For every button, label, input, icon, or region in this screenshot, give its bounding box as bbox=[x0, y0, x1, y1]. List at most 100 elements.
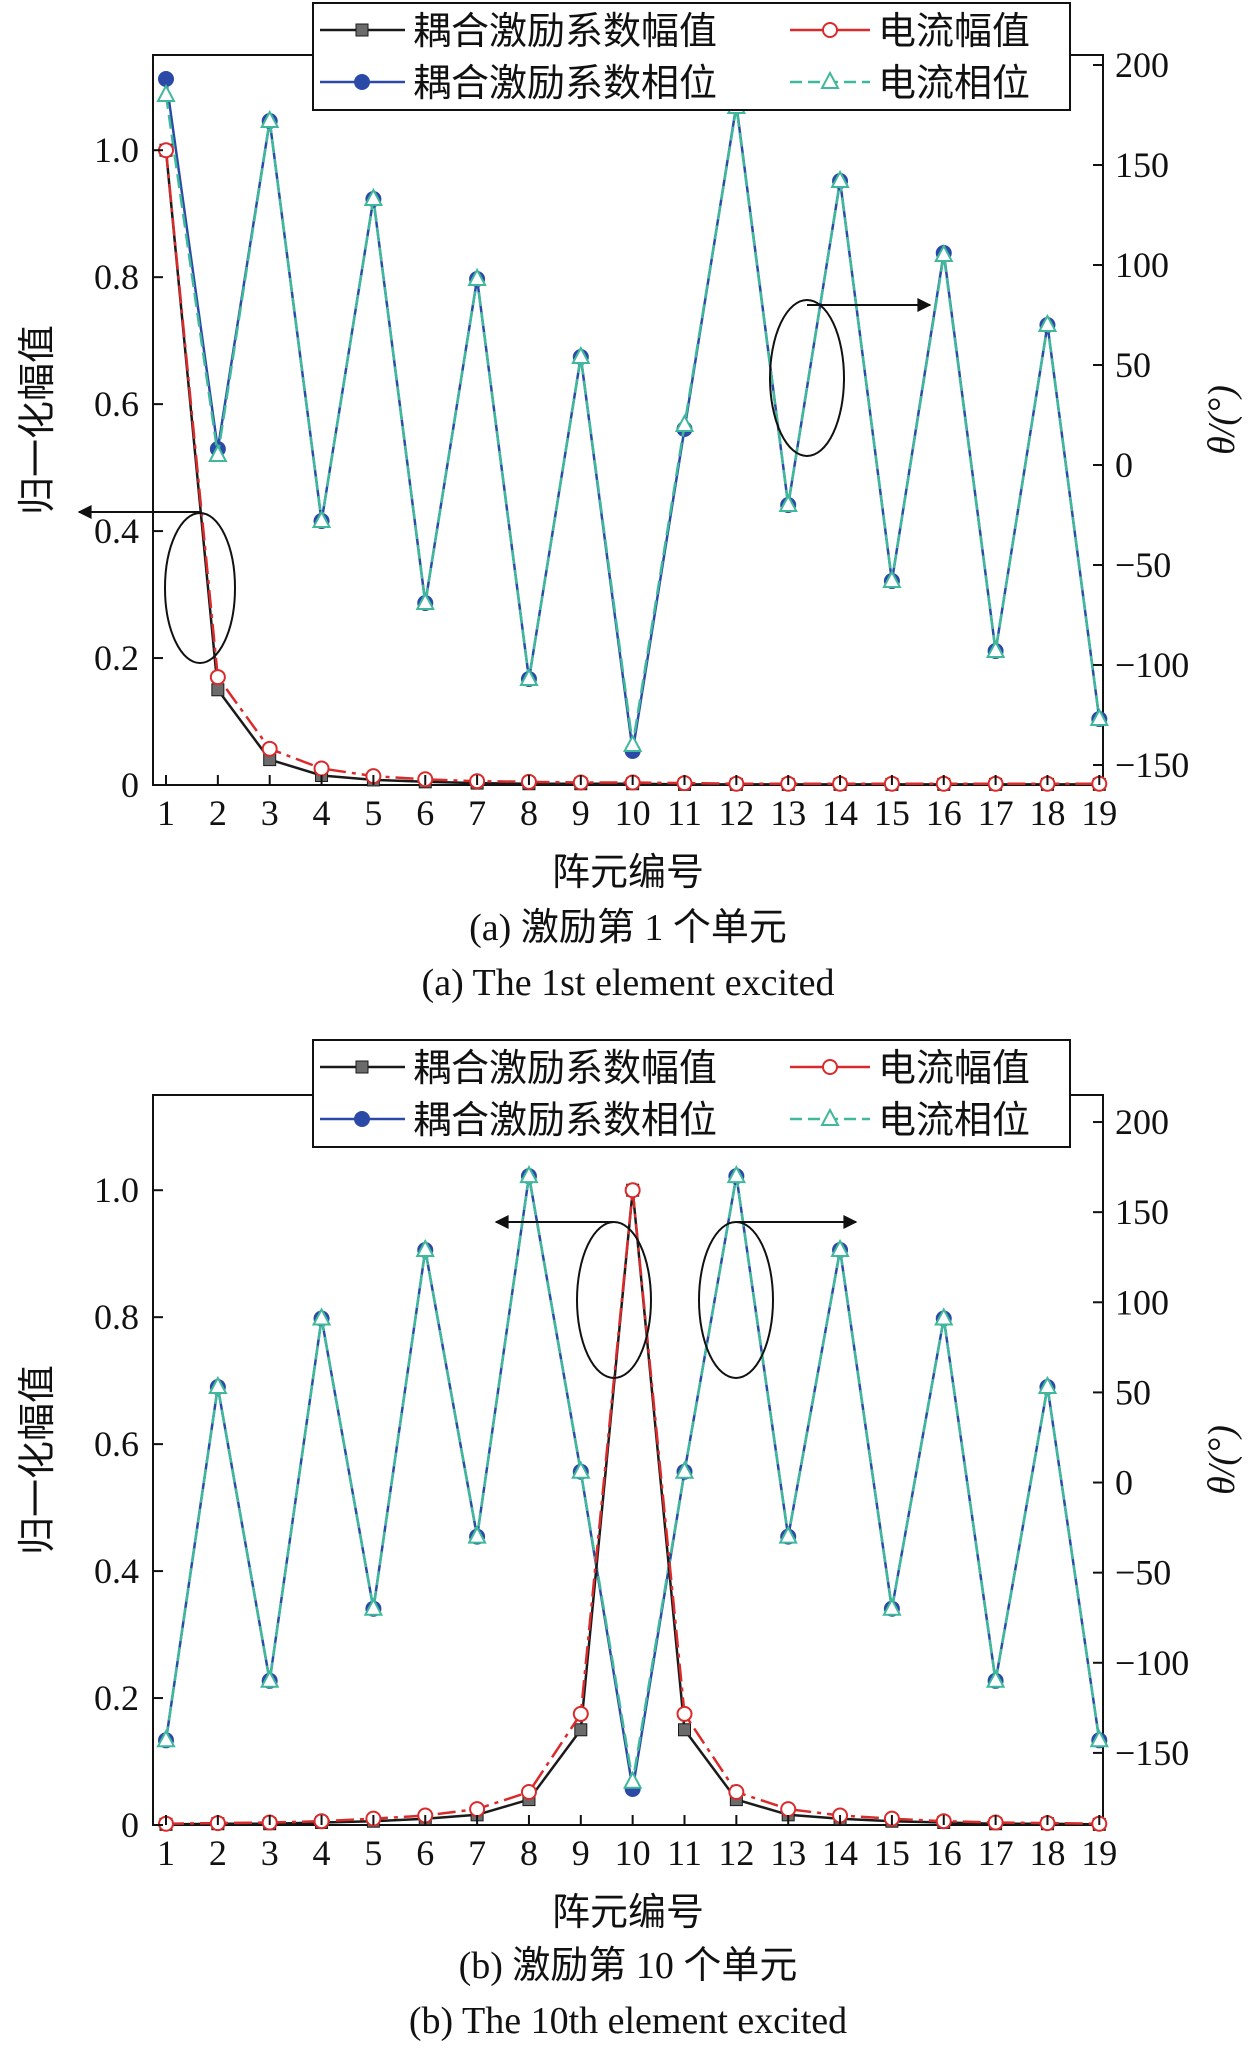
data-point bbox=[363, 187, 384, 206]
plot-frame bbox=[152, 1094, 1104, 1826]
legend-label-current-phase: 电流相位 bbox=[878, 1100, 1030, 1142]
data-point bbox=[934, 243, 954, 262]
left-axis-annotation-ellipse bbox=[164, 512, 236, 664]
x-tick-label: 9 bbox=[572, 1833, 590, 1873]
data-point bbox=[676, 1705, 693, 1722]
y-right-tick-label: 200 bbox=[1115, 45, 1169, 85]
legend-label-current-amplitude: 电流幅值 bbox=[878, 1048, 1030, 1090]
data-point bbox=[363, 1597, 384, 1616]
x-tick-label: 13 bbox=[770, 1833, 806, 1873]
data-point bbox=[622, 733, 643, 752]
x-tick-label: 16 bbox=[926, 793, 962, 833]
series-line bbox=[165, 1190, 1100, 1825]
data-point bbox=[674, 1460, 695, 1479]
data-point bbox=[780, 1801, 797, 1818]
data-point bbox=[208, 443, 228, 462]
y-right-tick-label: 0 bbox=[1115, 1463, 1133, 1503]
caption-en: (b) The 10th element excited bbox=[409, 2000, 847, 2042]
data-point bbox=[469, 1801, 486, 1818]
x-tick-label: 14 bbox=[822, 793, 858, 833]
x-tick-label: 11 bbox=[667, 793, 702, 833]
x-tick-label: 6 bbox=[416, 1833, 434, 1873]
data-point bbox=[519, 1164, 539, 1184]
x-tick-label: 12 bbox=[718, 793, 754, 833]
x-tick-label: 13 bbox=[770, 793, 806, 833]
data-point bbox=[311, 509, 332, 528]
series-layer bbox=[156, 1164, 1109, 1832]
y-right-tick-label: −50 bbox=[1115, 1553, 1171, 1593]
right-axis-annotation-ellipse bbox=[698, 1221, 774, 1379]
panel-b: 1 2 3 4 5 6 7 8 9 10 11 12 13 14 15 16 17 18 1900.20.40.60… bbox=[17, 1039, 1243, 2042]
data-point bbox=[830, 1238, 850, 1258]
y-tick-label: 0 bbox=[121, 1805, 139, 1845]
data-point bbox=[260, 1669, 280, 1688]
data-point bbox=[985, 1669, 1006, 1688]
data-point bbox=[211, 683, 225, 697]
data-point bbox=[934, 1307, 954, 1326]
x-tick-label: 3 bbox=[261, 1833, 279, 1873]
y-tick-label: 0.4 bbox=[94, 1551, 139, 1591]
x-tick-label: 7 bbox=[468, 1833, 486, 1873]
data-point bbox=[882, 569, 902, 588]
y-right-axis-title: θ/(°) bbox=[1201, 1425, 1243, 1495]
y-tick-label: 0.8 bbox=[94, 1297, 139, 1337]
x-tick-label: 10 bbox=[615, 793, 651, 833]
data-point bbox=[519, 667, 539, 686]
series-line bbox=[164, 150, 1100, 785]
data-point bbox=[985, 639, 1006, 658]
y-right-tick-label: −150 bbox=[1115, 745, 1189, 785]
series-line bbox=[164, 1175, 1101, 1790]
x-tick-label: 19 bbox=[1081, 793, 1117, 833]
y-right-tick-label: 50 bbox=[1115, 345, 1151, 385]
data-point bbox=[209, 669, 226, 686]
x-tick-label: 18 bbox=[1029, 1833, 1065, 1873]
x-tick-label: 17 bbox=[978, 1833, 1014, 1873]
legend-item-current-amplitude: 电流幅值 bbox=[790, 11, 1030, 53]
x-tick-label: 5 bbox=[364, 1833, 382, 1873]
data-point bbox=[260, 109, 280, 128]
data-point bbox=[520, 1783, 537, 1800]
legend-item-coupling-amplitude: 耦合激励系数幅值 bbox=[320, 1048, 717, 1090]
data-point bbox=[726, 1164, 747, 1184]
y-tick-label: 0.2 bbox=[94, 1678, 139, 1718]
data-point bbox=[728, 1783, 745, 1800]
ticks-layer: 1 2 3 4 5 6 7 8 9 10 11 12 13 14 15 16 17 18 1900.20.40.60… bbox=[94, 1102, 1189, 1873]
legend-label-current-amplitude: 电流幅值 bbox=[878, 11, 1030, 53]
x-axis-title: 阵元编号 bbox=[552, 1892, 704, 1934]
caption-en: (a) The 1st element excited bbox=[422, 962, 835, 1004]
y-right-tick-label: −100 bbox=[1115, 645, 1189, 685]
y-tick-label: 0.2 bbox=[94, 638, 139, 678]
data-point bbox=[415, 591, 435, 610]
data-point bbox=[467, 267, 487, 286]
x-tick-label: 2 bbox=[209, 1833, 227, 1873]
y-tick-label: 0.8 bbox=[94, 257, 139, 297]
data-point bbox=[158, 71, 174, 87]
legend-label-current-phase: 电流相位 bbox=[878, 63, 1030, 105]
y-right-tick-label: 100 bbox=[1115, 1282, 1169, 1322]
data-point bbox=[674, 413, 695, 432]
left-axis-annotation-ellipse bbox=[576, 1221, 652, 1379]
y-tick-label: 0 bbox=[121, 765, 139, 805]
y-tick-label: 0.6 bbox=[94, 384, 139, 424]
y-right-tick-label: −150 bbox=[1115, 1733, 1189, 1773]
ticks-layer: 1 2 3 4 5 6 7 8 9 10 11 12 13 14 15 16 17 18 1900.20.40.60… bbox=[94, 45, 1189, 833]
series-line bbox=[164, 1175, 1101, 1782]
y-tick-label: 0.4 bbox=[94, 511, 139, 551]
x-tick-label: 8 bbox=[520, 793, 538, 833]
x-tick-label: 17 bbox=[978, 793, 1014, 833]
legend-label-coupling-amplitude: 耦合激励系数幅值 bbox=[413, 1048, 717, 1090]
series-line bbox=[165, 1190, 1100, 1826]
data-point bbox=[208, 1375, 228, 1394]
x-tick-label: 16 bbox=[926, 1833, 962, 1873]
x-tick-label: 4 bbox=[313, 1833, 331, 1873]
legend-item-current-amplitude: 电流幅值 bbox=[790, 1048, 1030, 1090]
x-tick-label: 15 bbox=[874, 793, 910, 833]
y-right-tick-label: 150 bbox=[1115, 1192, 1169, 1232]
y-right-tick-label: −50 bbox=[1115, 545, 1171, 585]
data-point bbox=[1037, 313, 1058, 332]
x-tick-label: 7 bbox=[468, 793, 486, 833]
x-tick-label: 9 bbox=[572, 793, 590, 833]
legend-item-coupling-phase: 耦合激励系数相位 bbox=[320, 63, 717, 105]
data-point bbox=[156, 1729, 176, 1748]
series-layer bbox=[156, 71, 1109, 792]
